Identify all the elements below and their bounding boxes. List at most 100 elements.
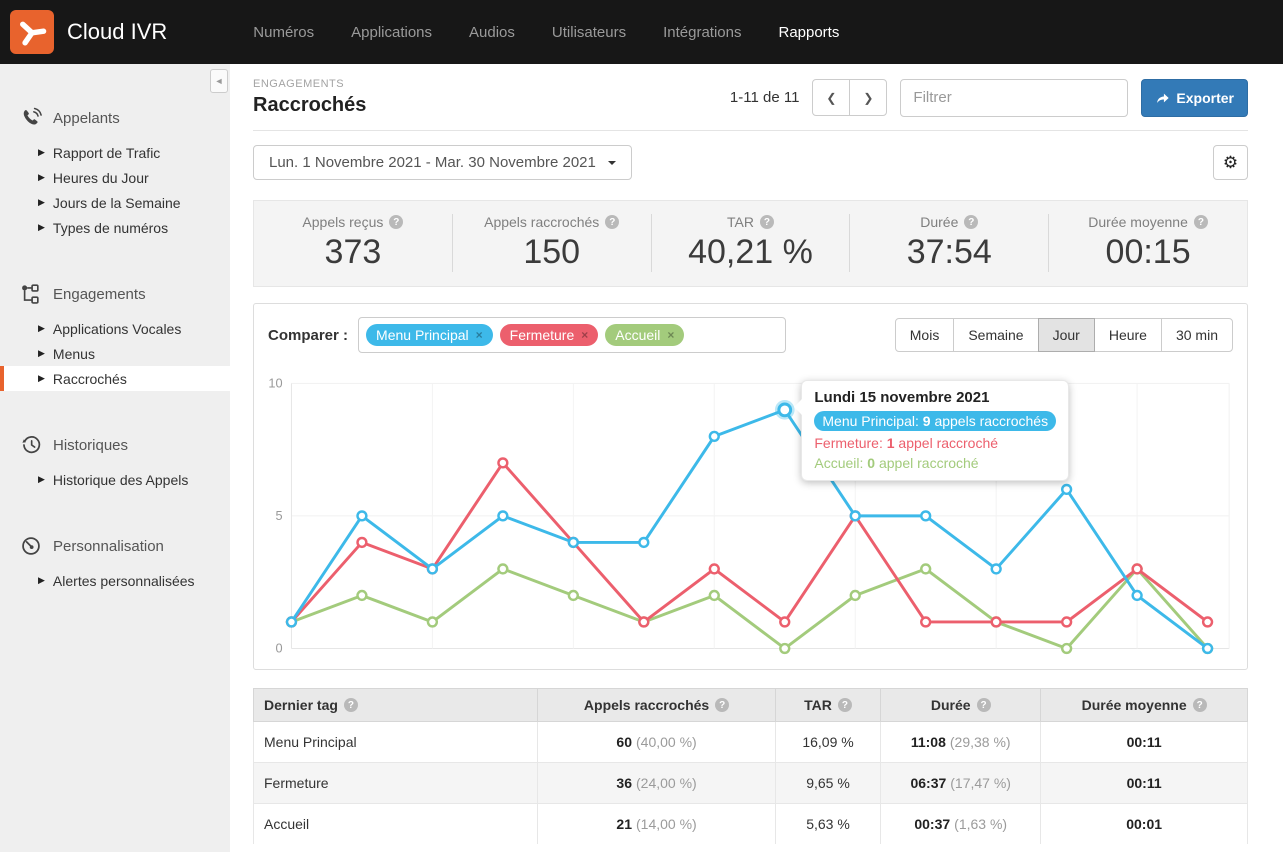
column-header-inner: Dernier tag? — [264, 697, 358, 713]
help-icon[interactable]: ? — [715, 698, 729, 712]
kpi-tar: TAR?40,21 % — [651, 214, 850, 272]
data-point[interactable] — [287, 618, 296, 627]
sidebar-item-label: Types de numéros — [53, 220, 168, 236]
column-header-tar[interactable]: TAR? — [775, 689, 880, 722]
help-icon[interactable]: ? — [760, 215, 774, 229]
tag-pill-accueil[interactable]: Accueil× — [605, 324, 684, 346]
export-button[interactable]: Exporter — [1141, 79, 1248, 117]
sidebar-item-types-de-num-ros[interactable]: ▶Types de numéros — [0, 215, 230, 240]
data-point[interactable] — [921, 618, 930, 627]
data-point[interactable] — [992, 565, 1001, 574]
settings-button[interactable]: ⚙ — [1213, 145, 1248, 180]
data-point[interactable] — [851, 591, 860, 600]
chart-panel: Comparer : Menu Principal×Fermeture×Accu… — [253, 303, 1248, 670]
data-point[interactable] — [1203, 618, 1212, 627]
series-fermeture[interactable] — [287, 458, 1212, 626]
data-point[interactable] — [779, 404, 791, 416]
series-menu-principal[interactable] — [287, 400, 1212, 653]
granularity-button-semaine[interactable]: Semaine — [953, 318, 1038, 352]
kpi-label: Appels reçus? — [254, 214, 452, 230]
sidebar-item-historique-des-appels[interactable]: ▶Historique des Appels — [0, 467, 230, 492]
filter-input[interactable] — [900, 79, 1128, 117]
data-point[interactable] — [498, 565, 507, 574]
sidebar-item-heures-du-jour[interactable]: ▶Heures du Jour — [0, 165, 230, 190]
nav-item-int-grations[interactable]: Intégrations — [663, 24, 741, 41]
app-logo[interactable] — [10, 10, 54, 54]
data-point[interactable] — [851, 511, 860, 520]
prev-page-button[interactable]: ❮ — [812, 79, 850, 116]
data-point[interactable] — [1133, 591, 1142, 600]
series-accueil[interactable] — [287, 565, 1212, 653]
data-point[interactable] — [569, 538, 578, 547]
data-point[interactable] — [639, 538, 648, 547]
nav-item-num-ros[interactable]: Numéros — [253, 24, 314, 41]
avg-duration-value: 00:11 — [1127, 775, 1162, 791]
nav-item-applications[interactable]: Applications — [351, 24, 432, 41]
data-point[interactable] — [710, 565, 719, 574]
granularity-button-heure[interactable]: Heure — [1094, 318, 1162, 352]
data-point[interactable] — [358, 591, 367, 600]
column-header-dur-e-moyenne[interactable]: Durée moyenne? — [1041, 689, 1248, 722]
column-header-dur-e[interactable]: Durée? — [881, 689, 1041, 722]
help-icon[interactable]: ? — [389, 215, 403, 229]
help-icon[interactable]: ? — [977, 698, 991, 712]
help-icon[interactable]: ? — [344, 698, 358, 712]
next-page-button[interactable]: ❯ — [849, 79, 887, 116]
data-point[interactable] — [1203, 644, 1212, 653]
granularity-button-mois[interactable]: Mois — [895, 318, 955, 352]
sidebar-collapse-button[interactable]: ◄ — [210, 69, 228, 93]
data-point[interactable] — [780, 618, 789, 627]
date-range-select[interactable]: Lun. 1 Novembre 2021 - Mar. 30 Novembre … — [253, 145, 632, 180]
kpi-label: Durée moyenne? — [1049, 214, 1247, 230]
granularity-button-jour[interactable]: Jour — [1038, 318, 1095, 352]
nav-item-rapports[interactable]: Rapports — [778, 24, 839, 41]
data-point[interactable] — [992, 618, 1001, 627]
help-icon[interactable]: ? — [605, 215, 619, 229]
data-point[interactable] — [710, 591, 719, 600]
help-icon[interactable]: ? — [1193, 698, 1207, 712]
sidebar-item-jours-de-la-semaine[interactable]: ▶Jours de la Semaine — [0, 190, 230, 215]
data-point[interactable] — [639, 618, 648, 627]
data-point[interactable] — [569, 591, 578, 600]
remove-tag-icon[interactable]: × — [667, 329, 674, 341]
data-point[interactable] — [428, 618, 437, 627]
data-point[interactable] — [1062, 644, 1071, 653]
granularity-button-30-min[interactable]: 30 min — [1161, 318, 1233, 352]
sidebar-item-label: Historique des Appels — [53, 472, 188, 488]
data-point[interactable] — [1062, 485, 1071, 494]
data-point[interactable] — [428, 565, 437, 574]
sidebar-item-rapport-de-trafic[interactable]: ▶Rapport de Trafic — [0, 140, 230, 165]
remove-tag-icon[interactable]: × — [581, 329, 588, 341]
nav-item-utilisateurs[interactable]: Utilisateurs — [552, 24, 626, 41]
data-point[interactable] — [780, 644, 789, 653]
data-point[interactable] — [921, 565, 930, 574]
remove-tag-icon[interactable]: × — [476, 329, 483, 341]
column-header-appels-raccroch-s[interactable]: Appels raccrochés? — [538, 689, 776, 722]
column-header-inner: TAR? — [804, 697, 852, 713]
data-point[interactable] — [1133, 565, 1142, 574]
data-point[interactable] — [358, 511, 367, 520]
chart-canvas[interactable]: 0510 — [262, 361, 1239, 661]
sidebar-item-alertes-personnalis-es[interactable]: ▶Alertes personnalisées — [0, 568, 230, 593]
sidebar-item-menus[interactable]: ▶Menus — [0, 341, 230, 366]
tag-pill-menu-principal[interactable]: Menu Principal× — [366, 324, 493, 346]
compare-tags-input[interactable]: Menu Principal× Fermeture× Accueil× — [358, 317, 786, 353]
data-point[interactable] — [498, 458, 507, 467]
data-point[interactable] — [358, 538, 367, 547]
data-point[interactable] — [1062, 618, 1071, 627]
export-label: Exporter — [1176, 90, 1234, 106]
data-point[interactable] — [498, 511, 507, 520]
data-point[interactable] — [921, 511, 930, 520]
help-icon[interactable]: ? — [838, 698, 852, 712]
data-point[interactable] — [710, 432, 719, 441]
sidebar-item-raccroch-s[interactable]: ▶Raccrochés — [0, 366, 230, 391]
tag-pill-fermeture[interactable]: Fermeture× — [500, 324, 599, 346]
sidebar-section-engagements: Engagements▶Applications Vocales▶Menus▶R… — [0, 280, 230, 391]
triangle-right-icon: ▶ — [38, 173, 45, 182]
triangle-right-icon: ▶ — [38, 374, 45, 383]
help-icon[interactable]: ? — [964, 215, 978, 229]
help-icon[interactable]: ? — [1194, 215, 1208, 229]
nav-item-audios[interactable]: Audios — [469, 24, 515, 41]
sidebar-item-applications-vocales[interactable]: ▶Applications Vocales — [0, 316, 230, 341]
column-header-dernier-tag[interactable]: Dernier tag? — [254, 689, 538, 722]
